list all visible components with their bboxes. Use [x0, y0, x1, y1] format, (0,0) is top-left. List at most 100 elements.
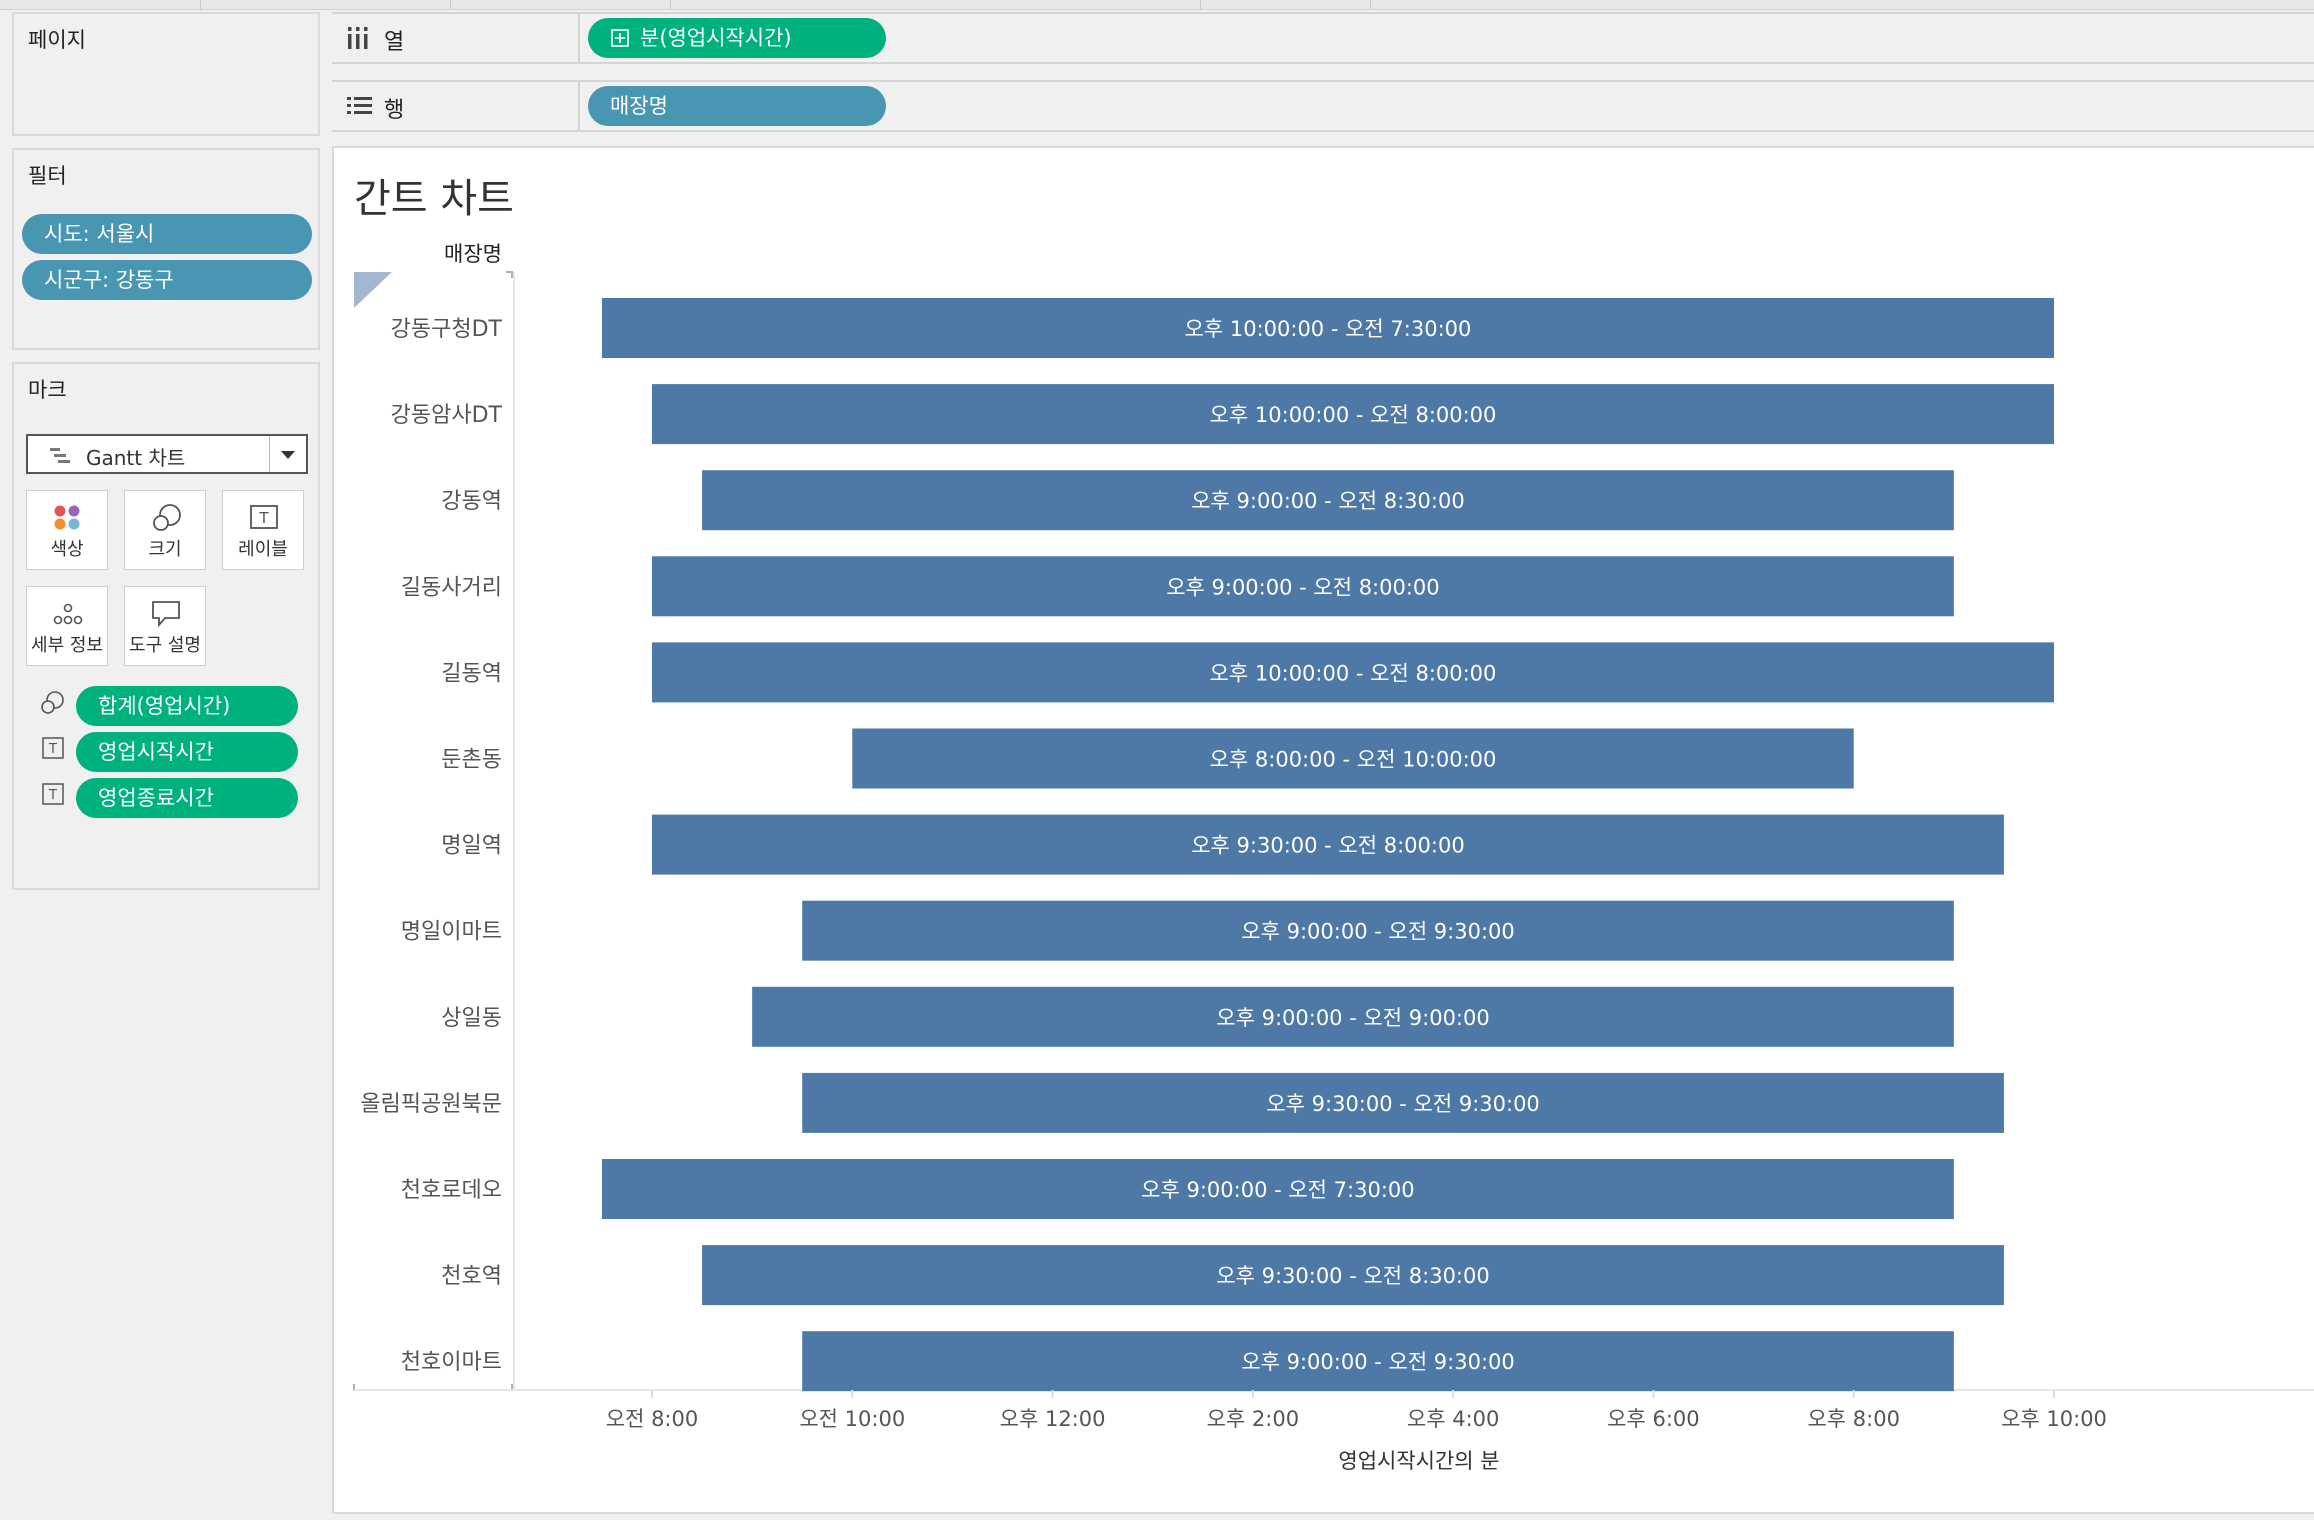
gantt-bar — [652, 814, 2004, 875]
bar-data-label: 오후 9:30:00 - 오전 9:30:00 — [1266, 1092, 1539, 1116]
bar-data-label: 오후 9:30:00 - 오전 8:00:00 — [1191, 834, 1464, 858]
gantt-bar — [802, 900, 1954, 961]
row-label: 천호이마트 — [401, 1350, 502, 1375]
row-label: 강동암사DT — [391, 403, 503, 428]
tooltip-button[interactable]: 도구 설명 — [124, 586, 206, 666]
dropdown-divider — [269, 436, 270, 472]
top-tab-strip — [0, 0, 2314, 10]
gantt-bar — [652, 384, 2054, 445]
columns-pill-label: 분(영업시작시간) — [640, 26, 792, 50]
columns-shelf[interactable]: 열 분(영업시작시간) — [332, 12, 2314, 64]
bar-data-label: 오후 10:00:00 - 오전 7:30:00 — [1185, 317, 1472, 341]
filters-panel: 필터 시도: 서울시 시군구: 강동구 — [12, 148, 320, 350]
x-axis-title: 영업시작시간의 분 — [1338, 1449, 1499, 1473]
sort-indicator-icon — [354, 272, 392, 308]
row-label: 명일역 — [441, 834, 502, 859]
rows-shelf[interactable]: 행 매장명 — [332, 80, 2314, 132]
bar-data-label: 오후 9:00:00 - 오전 8:00:00 — [1166, 575, 1439, 599]
tooltip-icon — [152, 601, 180, 628]
size-icon — [41, 691, 64, 714]
svg-text:T: T — [48, 788, 57, 803]
x-tick-label: 오후 12:00 — [1000, 1407, 1106, 1431]
row-label: 올림픽공원북문 — [360, 1092, 502, 1117]
expand-plus-icon — [611, 29, 629, 47]
bar-data-label: 오후 10:00:00 - 오전 8:00:00 — [1210, 661, 1497, 685]
text-label-icon: T — [42, 737, 64, 759]
detail-button-label: 세부 정보 — [31, 635, 103, 656]
size-icon — [153, 504, 181, 531]
marks-panel: 마크 Gantt 차트 색상 크기 T 레이블 — [12, 362, 320, 890]
gantt-bar — [702, 1245, 2004, 1306]
mark-type-label: Gantt 차트 — [86, 446, 186, 470]
label-button-label: 레이블 — [238, 539, 288, 560]
pages-panel: 페이지 — [12, 12, 320, 136]
filter-pill-sigungu[interactable]: 시군구: 강동구 — [22, 260, 312, 300]
gantt-bar — [601, 298, 2054, 358]
x-tick-label: 오후 6:00 — [1607, 1407, 1699, 1431]
row-label: 천호역 — [441, 1264, 502, 1289]
gantt-bar — [802, 1072, 2004, 1133]
row-label: 명일이마트 — [401, 920, 502, 945]
columns-icon — [348, 27, 368, 49]
row-label: 길동역 — [441, 661, 502, 686]
header-bracket — [353, 271, 513, 1391]
filters-panel-title: 필터 — [28, 164, 67, 188]
rows-icon — [347, 97, 372, 114]
svg-text:T: T — [48, 742, 57, 757]
x-tick-label: 오전 10:00 — [799, 1407, 905, 1431]
bar-data-label: 오후 8:00:00 - 오전 10:00:00 — [1210, 748, 1497, 772]
detail-button[interactable]: 세부 정보 — [26, 586, 108, 666]
bar-data-label: 오후 9:00:00 - 오전 9:30:00 — [1241, 1350, 1514, 1374]
marks-panel-title: 마크 — [28, 378, 67, 402]
x-tick-label: 오전 8:00 — [606, 1407, 698, 1431]
bar-data-label: 오후 9:00:00 - 오전 9:00:00 — [1216, 1006, 1489, 1030]
sheet-title: 간트 차트 — [354, 176, 514, 222]
bar-data-label: 오후 9:30:00 - 오전 8:30:00 — [1216, 1264, 1489, 1288]
detail-icon — [53, 603, 83, 625]
gantt-icon — [50, 448, 70, 463]
row-label: 강동구청DT — [391, 317, 503, 342]
row-label: 상일동 — [441, 1006, 502, 1031]
chevron-down-icon — [281, 451, 295, 459]
color-button-label: 색상 — [50, 539, 84, 560]
row-label: 강동역 — [441, 489, 502, 514]
gantt-bar — [852, 728, 1854, 789]
text-label-icon: T — [42, 783, 64, 805]
x-tick-label: 오후 2:00 — [1207, 1407, 1299, 1431]
tooltip-button-label: 도구 설명 — [129, 635, 201, 656]
x-tick-label: 오후 4:00 — [1407, 1407, 1499, 1431]
size-button[interactable]: 크기 — [124, 490, 206, 570]
x-tick-label: 오후 10:00 — [2001, 1407, 2107, 1431]
gantt-bar — [702, 470, 1954, 531]
filter-pill-sido[interactable]: 시도: 서울시 — [22, 214, 312, 254]
marks-field-pill-sum-hours[interactable]: 합계(영업시간) — [76, 686, 298, 726]
gantt-bar — [601, 1159, 1954, 1219]
x-tick-label: 오후 8:00 — [1807, 1407, 1899, 1431]
gantt-bar — [652, 642, 2054, 703]
marks-field-pill-end-time[interactable]: 영업종료시간 — [76, 778, 298, 818]
row-header-label: 매장명 — [444, 242, 502, 266]
color-button[interactable]: 색상 — [26, 490, 108, 570]
pages-panel-title: 페이지 — [28, 28, 86, 52]
text-label-icon: T — [250, 505, 278, 529]
gantt-bar — [802, 1331, 1954, 1392]
columns-pill[interactable]: 분(영업시작시간) — [588, 18, 886, 58]
columns-shelf-label: 열 — [384, 30, 405, 55]
row-label: 둔촌동 — [441, 748, 502, 773]
bar-data-label: 오후 9:00:00 - 오전 8:30:00 — [1191, 489, 1464, 513]
row-label: 천호로데오 — [401, 1178, 502, 1203]
svg-text:T: T — [258, 509, 269, 527]
bar-data-label: 오후 9:00:00 - 오전 9:30:00 — [1241, 920, 1514, 944]
row-label: 길동사거리 — [401, 575, 502, 600]
gantt-bar — [652, 556, 1954, 617]
rows-shelf-label: 행 — [384, 98, 405, 123]
mark-type-dropdown[interactable]: Gantt 차트 — [26, 434, 308, 474]
size-button-label: 크기 — [148, 539, 182, 560]
marks-field-pill-start-time[interactable]: 영업시작시간 — [76, 732, 298, 772]
bar-data-label: 오후 9:00:00 - 오전 7:30:00 — [1141, 1178, 1414, 1202]
color-icon — [54, 505, 80, 530]
rows-pill[interactable]: 매장명 — [588, 86, 886, 126]
label-button[interactable]: T 레이블 — [222, 490, 304, 570]
